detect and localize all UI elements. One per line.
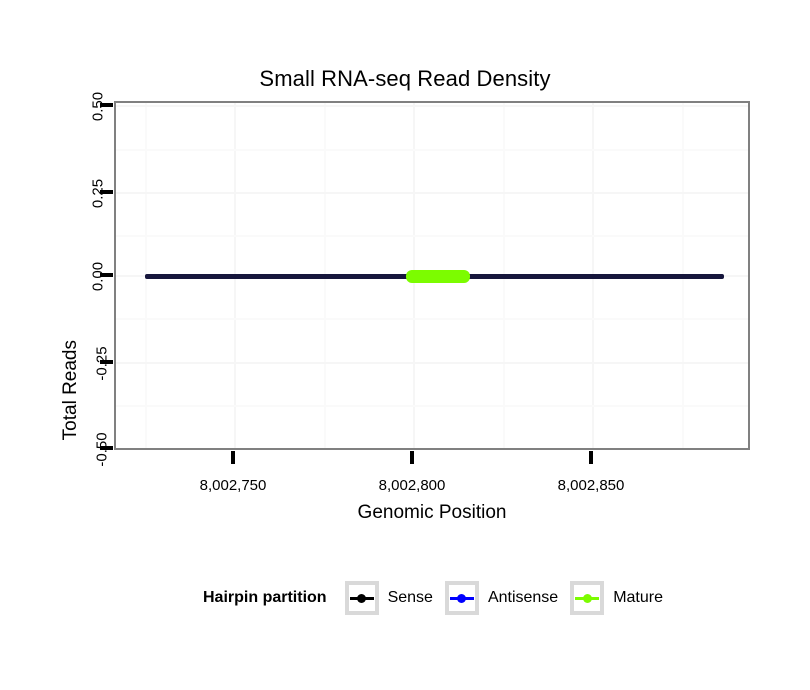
legend: Hairpin partition Sense Antisense bbox=[203, 580, 675, 616]
x-axis-tick-label: 8,002,750 bbox=[199, 477, 267, 494]
legend-key-antisense bbox=[444, 581, 479, 615]
legend-key-swatch bbox=[574, 585, 601, 611]
x-axis-title: Genomic Position bbox=[357, 502, 507, 523]
legend-label: Sense bbox=[387, 589, 433, 606]
y-axis-tick bbox=[100, 190, 113, 194]
y-axis-tick bbox=[100, 446, 113, 450]
legend-point-icon bbox=[582, 593, 592, 603]
series-segment-mature bbox=[406, 270, 470, 283]
legend-point-icon bbox=[457, 593, 467, 603]
y-axis-tick-label: 0.25 bbox=[89, 178, 107, 209]
y-axis-tick-label: -0.25 bbox=[93, 346, 111, 381]
legend-item-antisense[interactable]: Antisense bbox=[444, 581, 559, 615]
y-axis-tick-label: 0.50 bbox=[89, 91, 107, 122]
gridline-horizontal-minor bbox=[116, 235, 748, 237]
legend-item-sense[interactable]: Sense bbox=[344, 581, 433, 615]
x-axis-tick-label: 8,002,800 bbox=[378, 477, 446, 494]
y-axis-title: Total Reads bbox=[60, 340, 81, 441]
legend-key-sense bbox=[344, 581, 379, 615]
y-axis-tick-label: 0.00 bbox=[89, 261, 107, 292]
y-axis-tick bbox=[100, 273, 113, 277]
legend-key-mature bbox=[570, 581, 605, 615]
legend-title: Hairpin partition bbox=[203, 589, 327, 606]
x-axis-tick bbox=[410, 451, 414, 464]
x-axis-tick-label: 8,002,850 bbox=[557, 477, 625, 494]
gridline-horizontal-minor bbox=[116, 405, 748, 407]
gridline-horizontal-major bbox=[116, 192, 748, 194]
legend-point-icon bbox=[357, 593, 367, 603]
legend-label: Mature bbox=[613, 589, 663, 606]
gridline-horizontal-major bbox=[116, 362, 748, 364]
chart-title: Small RNA-seq Read Density bbox=[259, 66, 551, 91]
legend-key-swatch bbox=[348, 585, 375, 611]
x-axis-tick bbox=[589, 451, 593, 464]
gridline-horizontal-minor bbox=[116, 318, 748, 320]
y-axis-tick bbox=[100, 103, 113, 107]
legend-item-mature[interactable]: Mature bbox=[570, 581, 663, 615]
y-axis-tick bbox=[100, 360, 113, 364]
y-axis-tick-label: -0.50 bbox=[93, 432, 111, 467]
plot-panel bbox=[114, 101, 750, 450]
legend-key-swatch bbox=[448, 585, 475, 611]
gridline-horizontal-major bbox=[116, 105, 748, 107]
legend-label: Antisense bbox=[487, 589, 559, 606]
gridline-horizontal-major bbox=[116, 448, 748, 450]
gridline-horizontal-minor bbox=[116, 149, 748, 151]
x-axis-tick bbox=[231, 451, 235, 464]
